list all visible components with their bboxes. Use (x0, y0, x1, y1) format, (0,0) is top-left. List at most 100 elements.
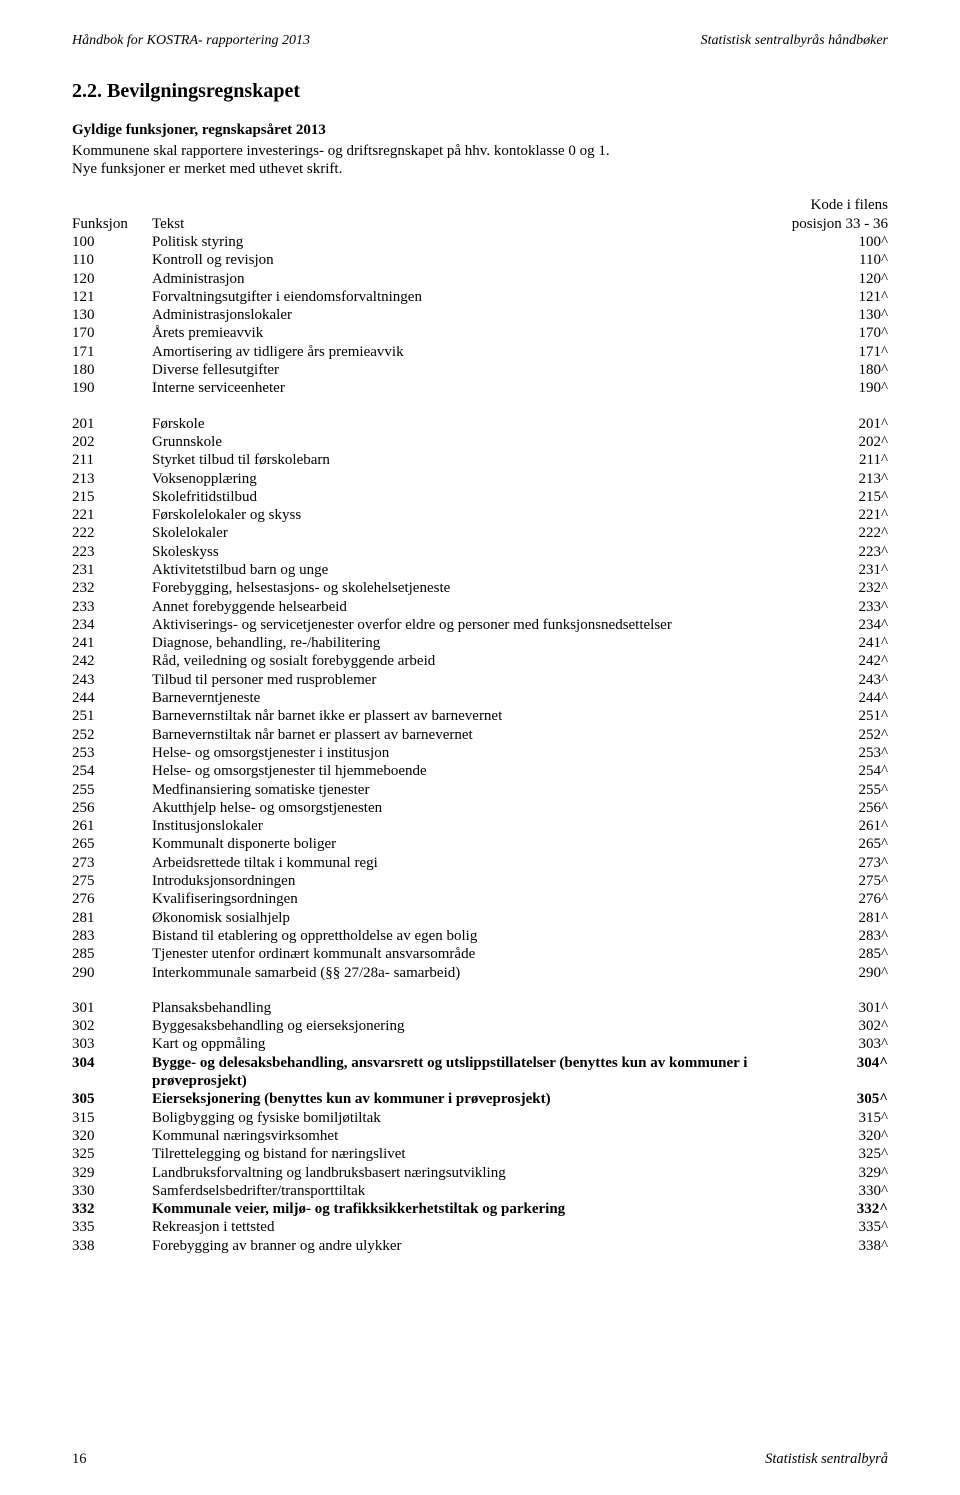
cell-text: Politisk styring (152, 233, 830, 251)
table-row: 261Institusjonslokaler261^ (72, 817, 888, 835)
table-row: 213Voksenopplæring213^ (72, 470, 888, 488)
cell-code: 244 (72, 689, 152, 707)
cell-text: Landbruksforvaltning og landbruksbasert … (152, 1164, 830, 1182)
cell-code: 241 (72, 634, 152, 652)
cell-code: 329 (72, 1164, 152, 1182)
table-row: 100Politisk styring100^ (72, 233, 888, 251)
cell-pos: 223^ (830, 543, 888, 561)
cell-text: Voksenopplæring (152, 470, 830, 488)
cell-text: Tilrettelegging og bistand for næringsli… (152, 1145, 830, 1163)
table-row: 201Førskole201^ (72, 415, 888, 433)
cell-text: Rekreasjon i tettsted (152, 1218, 830, 1236)
cell-pos: 244^ (830, 689, 888, 707)
cell-code: 234 (72, 616, 152, 634)
cell-code: 255 (72, 781, 152, 799)
table-row: 329Landbruksforvaltning og landbruksbase… (72, 1164, 888, 1182)
cell-code: 304 (72, 1054, 152, 1091)
cell-code: 332 (72, 1200, 152, 1218)
cell-pos: 305^ (830, 1090, 888, 1108)
cell-text: Grunnskole (152, 433, 830, 451)
table-row: 305Eierseksjonering (benyttes kun av kom… (72, 1090, 888, 1108)
cell-pos: 180^ (830, 361, 888, 379)
cell-text: Barnevernstiltak når barnet er plassert … (152, 726, 830, 744)
cell-text: Administrasjon (152, 270, 830, 288)
table-row: 170Årets premieavvik170^ (72, 324, 888, 342)
page-number: 16 (72, 1451, 87, 1469)
cell-code: 170 (72, 324, 152, 342)
cell-text: Bistand til etablering og opprettholdels… (152, 927, 830, 945)
cell-pos: 285^ (830, 945, 888, 963)
cell-code: 254 (72, 762, 152, 780)
cell-text: Akutthjelp helse- og omsorgstjenesten (152, 799, 830, 817)
cell-code: 213 (72, 470, 152, 488)
cell-code: 243 (72, 671, 152, 689)
cell-text: Medfinansiering somatiske tjenester (152, 781, 830, 799)
cell-text: Skolefritidstilbud (152, 488, 830, 506)
cell-text: Kommunalt disponerte boliger (152, 835, 830, 853)
intro-text: Kommunene skal rapportere investerings- … (72, 142, 888, 179)
cell-code: 221 (72, 506, 152, 524)
table-row: 233Annet forebyggende helsearbeid233^ (72, 598, 888, 616)
cell-pos: 121^ (830, 288, 888, 306)
cell-text: Helse- og omsorgstjenester til hjemmeboe… (152, 762, 830, 780)
col-posisjon: posisjon 33 - 36 (758, 215, 888, 233)
table-row: 215Skolefritidstilbud215^ (72, 488, 888, 506)
cell-pos: 329^ (830, 1164, 888, 1182)
table-row: 283Bistand til etablering og oppretthold… (72, 927, 888, 945)
cell-code: 223 (72, 543, 152, 561)
table-row: 211Styrket tilbud til førskolebarn211^ (72, 451, 888, 469)
block-title: Gyldige funksjoner, regnskapsåret 2013 (72, 121, 888, 139)
cell-code: 211 (72, 451, 152, 469)
cell-code: 305 (72, 1090, 152, 1108)
table-row: 251Barnevernstiltak når barnet ikke er p… (72, 707, 888, 725)
table-row: 241Diagnose, behandling, re-/habiliterin… (72, 634, 888, 652)
cell-text: Bygge- og delesaksbehandling, ansvarsret… (152, 1054, 830, 1091)
cell-code: 232 (72, 579, 152, 597)
table-row: 315Boligbygging og fysiske bomiljøtiltak… (72, 1109, 888, 1127)
table-row: 281Økonomisk sosialhjelp281^ (72, 909, 888, 927)
cell-text: Aktivitetstilbud barn og unge (152, 561, 830, 579)
cell-pos: 303^ (830, 1035, 888, 1053)
cell-code: 202 (72, 433, 152, 451)
cell-text: Førskolelokaler og skyss (152, 506, 830, 524)
table-row: 222Skolelokaler222^ (72, 524, 888, 542)
cell-code: 265 (72, 835, 152, 853)
cell-code: 222 (72, 524, 152, 542)
cell-text: Råd, veiledning og sosialt forebyggende … (152, 652, 830, 670)
cell-text: Styrket tilbud til førskolebarn (152, 451, 830, 469)
cell-code: 100 (72, 233, 152, 251)
cell-text: Interne serviceenheter (152, 379, 830, 397)
cell-code: 201 (72, 415, 152, 433)
cell-pos: 221^ (830, 506, 888, 524)
cell-code: 252 (72, 726, 152, 744)
footer-right: Statistisk sentralbyrå (765, 1451, 888, 1469)
cell-code: 283 (72, 927, 152, 945)
table-row: 338Forebygging av branner og andre ulykk… (72, 1237, 888, 1255)
table-row: 304Bygge- og delesaksbehandling, ansvars… (72, 1054, 888, 1091)
cell-text: Introduksjonsordningen (152, 872, 830, 890)
table-row: 171Amortisering av tidligere års premiea… (72, 343, 888, 361)
cell-code: 261 (72, 817, 152, 835)
intro-line-2: Nye funksjoner er merket med uthevet skr… (72, 161, 342, 177)
cell-code: 233 (72, 598, 152, 616)
cell-text: Skoleskyss (152, 543, 830, 561)
cell-text: Annet forebyggende helsearbeid (152, 598, 830, 616)
cell-code: 330 (72, 1182, 152, 1200)
table-row: 234Aktiviserings- og servicetjenester ov… (72, 616, 888, 634)
cell-code: 215 (72, 488, 152, 506)
table-row: 301Plansaksbehandling301^ (72, 999, 888, 1017)
table-row: 244Barneverntjeneste244^ (72, 689, 888, 707)
cell-pos: 215^ (830, 488, 888, 506)
cell-text: Forebygging, helsestasjons- og skolehels… (152, 579, 830, 597)
cell-pos: 261^ (830, 817, 888, 835)
cell-pos: 251^ (830, 707, 888, 725)
table-body: 100Politisk styring100^110Kontroll og re… (72, 233, 888, 1255)
cell-pos: 256^ (830, 799, 888, 817)
cell-code: 253 (72, 744, 152, 762)
cell-text: Kvalifiseringsordningen (152, 890, 830, 908)
table-row: 130Administrasjonslokaler130^ (72, 306, 888, 324)
cell-pos: 234^ (830, 616, 888, 634)
cell-text: Skolelokaler (152, 524, 830, 542)
cell-text: Kommunale veier, miljø- og trafikksikker… (152, 1200, 830, 1218)
cell-text: Årets premieavvik (152, 324, 830, 342)
